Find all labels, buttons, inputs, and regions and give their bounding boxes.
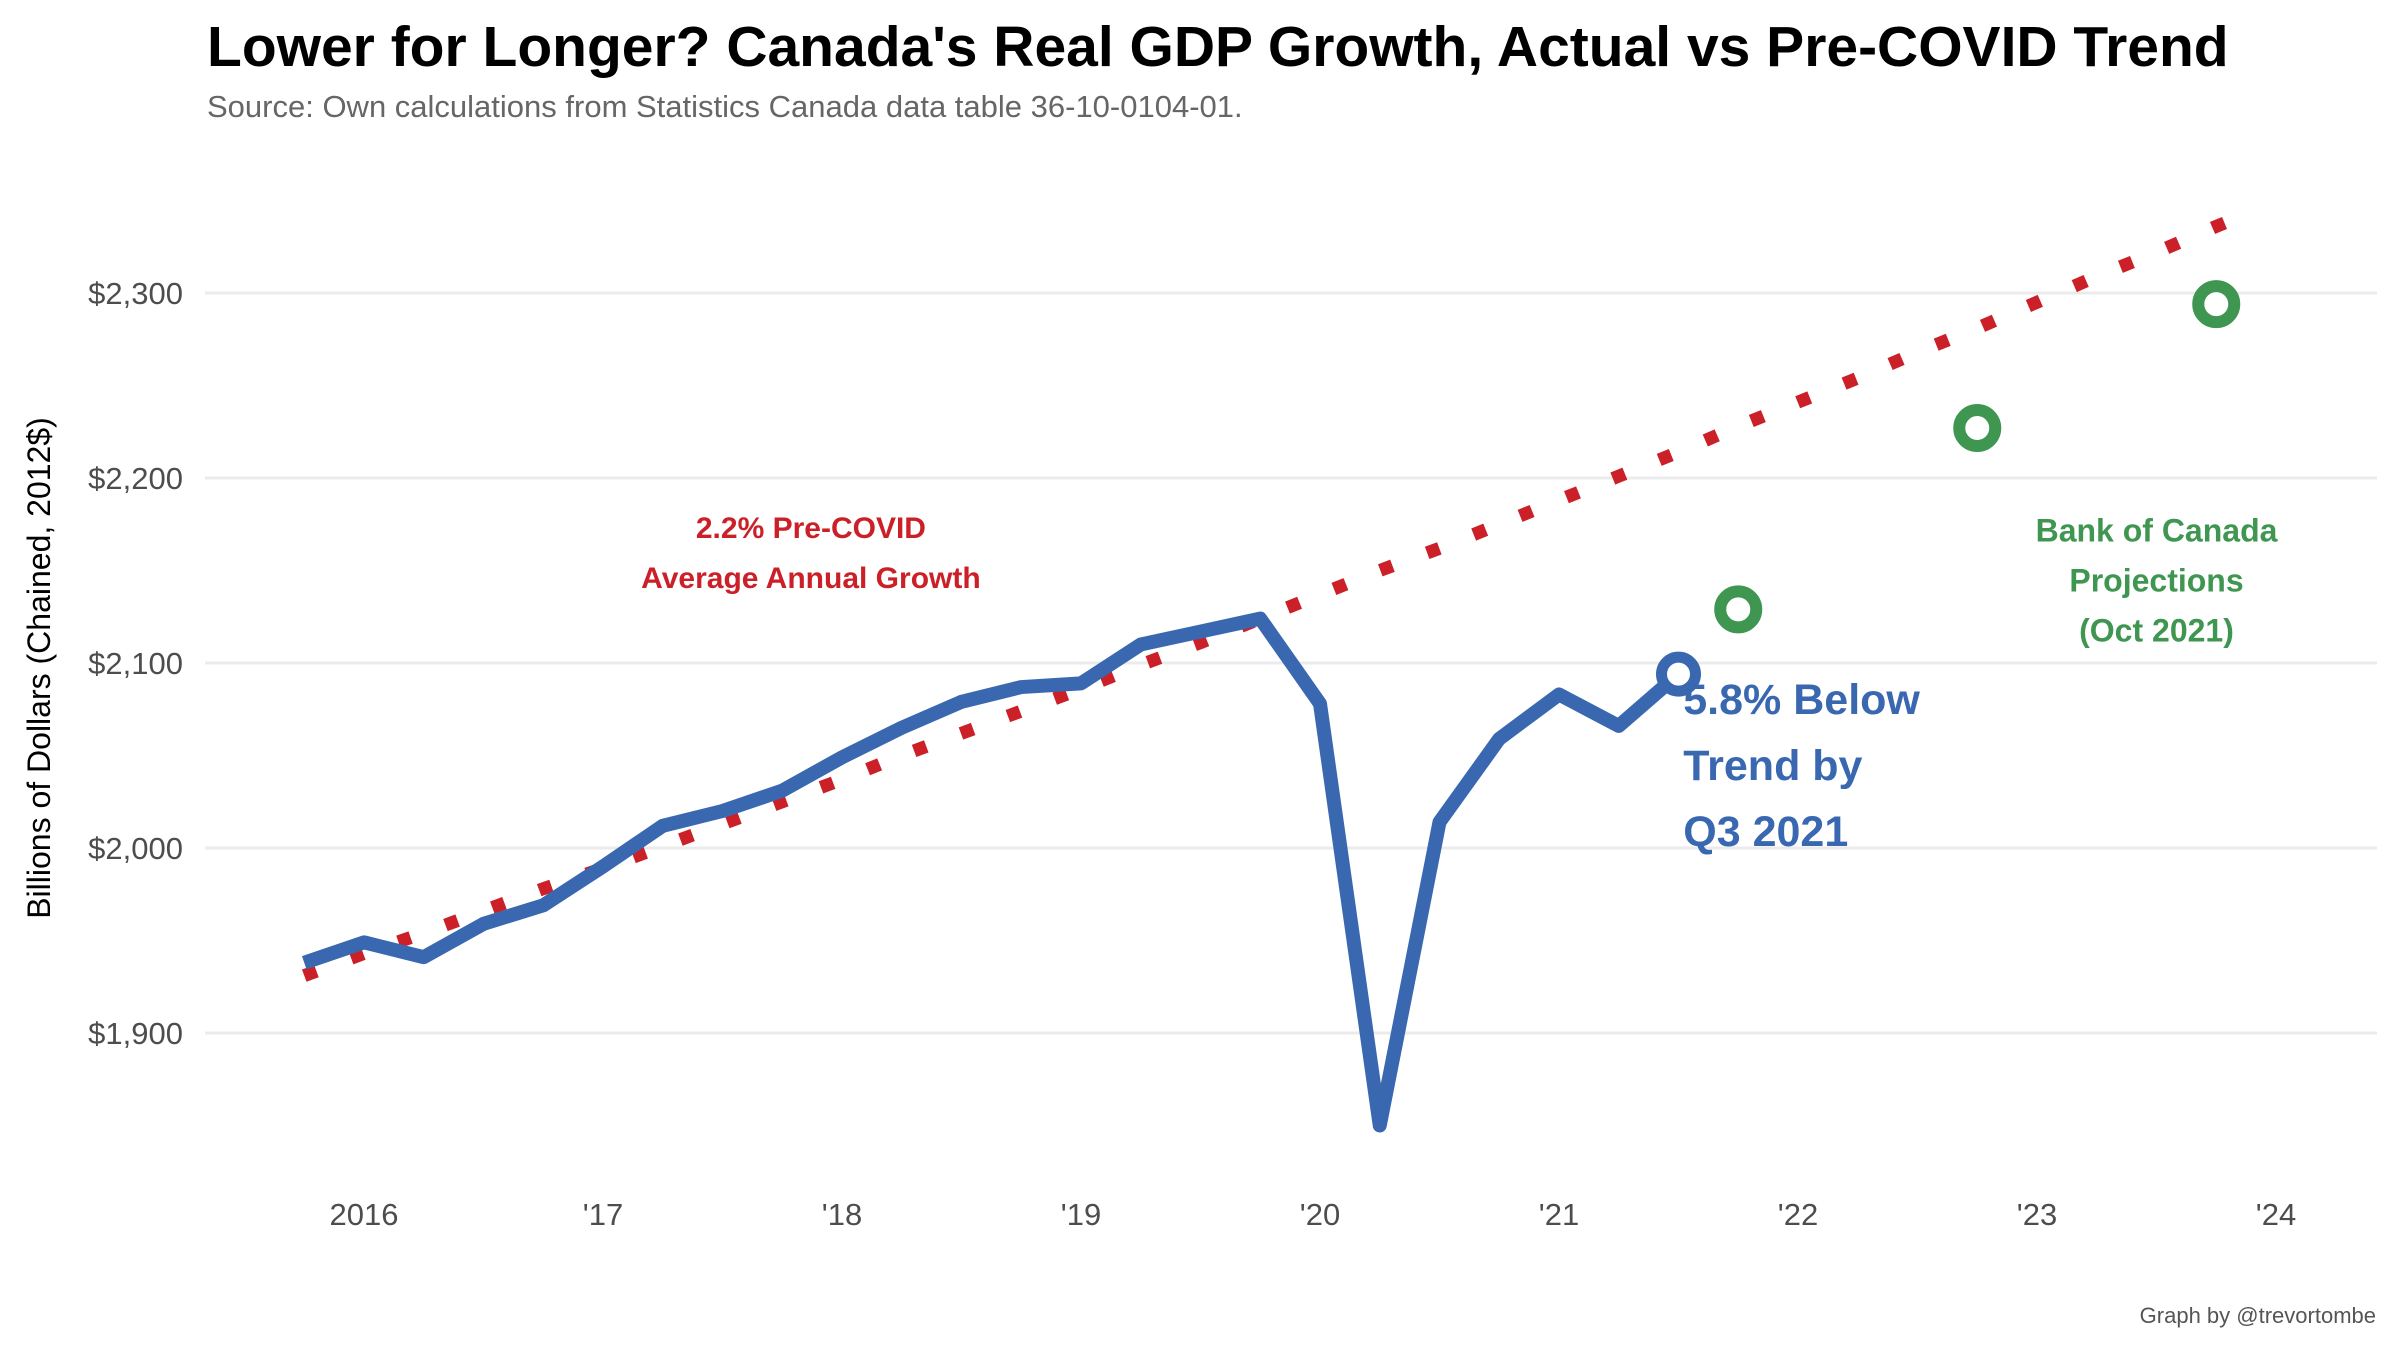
x-tick-label: '23 [2017,1197,2057,1232]
projection-point [1714,585,1763,634]
x-axis-tick-labels: 2016 '17 '18 '19 '20 '21 '22 '23 '24 [330,1197,2297,1232]
x-tick-label: '18 [822,1197,862,1232]
gap-note: 5.8% Below Trend by Q3 2021 [1683,676,1920,856]
series-trend [301,203,2260,982]
series-layer [301,203,2260,1133]
trend-line [301,203,2260,982]
x-tick-label: '20 [1300,1197,1340,1232]
annotation-line: Bank of Canada [2036,512,2278,548]
annotation-line: Average Annual Growth [641,562,981,595]
x-tick-label: '19 [1061,1197,1101,1232]
annotations: 2.2% Pre-COVID Average Annual Growth 5.8% … [641,512,2277,856]
annotation-line: Projections [2069,562,2243,598]
y-tick-label: $2,300 [88,276,183,311]
y-tick-label: $2,200 [88,461,183,496]
y-axis-tick-labels: $1,900 $2,000 $2,100 $2,200 $2,300 [88,276,183,1051]
x-tick-label: 2016 [330,1197,399,1232]
boc-note: Bank of Canada Projections (Oct 2021) [2036,512,2278,648]
annotation-line: 2.2% Pre-COVID [696,512,926,545]
actual-gdp-line [301,611,1684,1133]
projection-point [2192,280,2241,329]
y-tick-label: $2,000 [88,831,183,866]
projection-point [1953,404,2002,453]
x-tick-label: '21 [1539,1197,1579,1232]
y-tick-label: $1,900 [88,1016,183,1051]
annotation-line: (Oct 2021) [2079,612,2234,648]
x-tick-label: '24 [2256,1197,2296,1232]
trend-note: 2.2% Pre-COVID Average Annual Growth [641,512,981,595]
latest-actual-marker [1656,651,1701,697]
annotation-line: Q3 2021 [1683,808,1848,856]
x-tick-label: '22 [1778,1197,1818,1232]
annotation-line: 5.8% Below [1683,676,1920,724]
chart-caption: Graph by @trevortombe [2140,1303,2376,1328]
annotation-line: Trend by [1683,742,1862,790]
chart-subtitle: Source: Own calculations from Statistics… [207,89,1243,124]
y-tick-label: $2,100 [88,646,183,681]
series-projections [1714,280,2241,634]
y-axis-label: Billions of Dollars (Chained, 2012$) [21,417,57,919]
chart-title: Lower for Longer? Canada's Real GDP Grow… [207,15,2229,79]
series-actual [301,611,1701,1133]
x-tick-label: '17 [583,1197,623,1232]
